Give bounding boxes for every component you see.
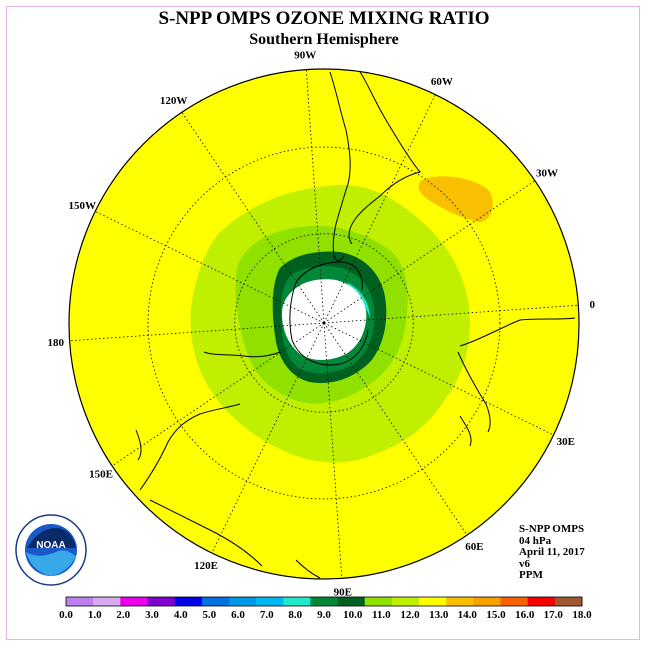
longitude-label: 0: [590, 299, 596, 311]
map-title: S-NPP OMPS OZONE MIXING RATIO: [158, 8, 490, 29]
coastlines: [135, 71, 576, 579]
info-units: PPM: [519, 569, 543, 581]
longitude-label: 150E: [89, 468, 113, 480]
meridian-line: [211, 322, 325, 553]
ozone-contour-8: [346, 282, 370, 318]
info-version: v6: [519, 557, 530, 570]
graticule: [69, 68, 579, 578]
info-level: 04 hPa: [519, 534, 552, 547]
longitude-labels: 90W 60W 30W 0 30E 60E 90E 120E 150E 180 150W 120W: [47, 50, 595, 599]
info-date: April 11, 2017: [519, 546, 585, 558]
longitude-label: 60W: [431, 76, 453, 88]
meridian-line: [305, 68, 325, 324]
ozone-patch-13-14: [418, 176, 493, 222]
map-subtitle: Southern Hemisphere: [249, 31, 399, 48]
latitude-circle: [234, 233, 414, 413]
map-boundary: [68, 68, 580, 580]
meridian-line: [323, 93, 437, 324]
info-block: S-NPP OMPS 04 hPa April 11, 2017 v6 PPM: [519, 523, 585, 582]
latitude-circle: [147, 146, 501, 500]
page-frame: [6, 6, 640, 640]
meridian-line: [323, 322, 343, 578]
meridian-line: [323, 304, 579, 324]
longitude-label: 120E: [194, 560, 218, 572]
meridian-line: [323, 322, 554, 436]
longitude-label: 30E: [557, 436, 575, 448]
meridian-line: [323, 180, 536, 324]
meridian-line: [112, 322, 325, 466]
longitude-label: 90E: [334, 586, 352, 598]
longitude-label: 90W: [294, 50, 316, 62]
longitude-label: 60E: [465, 541, 483, 553]
pole-marker: [322, 321, 326, 325]
longitude-label: 180: [47, 337, 64, 349]
longitude-label: 120W: [160, 95, 188, 107]
pole-no-data: [282, 279, 367, 360]
info-instrument: S-NPP OMPS: [519, 523, 585, 535]
longitude-label: 30W: [536, 168, 558, 180]
meridian-line: [181, 111, 325, 324]
meridian-line: [69, 322, 325, 342]
meridian-line: [323, 322, 467, 535]
longitude-label: 150W: [68, 200, 96, 212]
meridian-line: [94, 210, 325, 324]
